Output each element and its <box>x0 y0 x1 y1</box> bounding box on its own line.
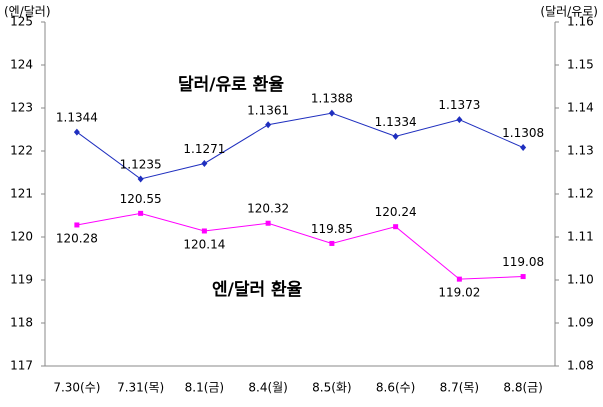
data-label: 120.28 <box>56 231 98 245</box>
marker <box>392 132 399 140</box>
x-tick-label: 8.8(금) <box>503 381 543 395</box>
data-label: 120.24 <box>375 205 417 219</box>
y2-axis-label: (달러/유로) <box>540 5 598 19</box>
marker <box>265 220 271 226</box>
y-axis-label: (엔/달러) <box>4 5 51 19</box>
x-tick-label: 7.31(목) <box>117 381 164 395</box>
data-label: 1.1373 <box>438 98 480 112</box>
y-tick-label: 124 <box>10 58 33 72</box>
marker <box>456 276 462 282</box>
y2-tick-label: 1.08 <box>567 359 594 373</box>
y-tick-label: 125 <box>10 15 33 29</box>
marker <box>201 228 207 234</box>
marker <box>201 159 208 167</box>
data-label: 120.32 <box>247 202 289 216</box>
x-tick-label: 8.7(목) <box>440 381 480 395</box>
data-label: 1.1334 <box>375 115 417 129</box>
y2-tick-label: 1.09 <box>567 316 594 330</box>
x-tick-label: 8.5(화) <box>312 381 352 395</box>
y2-tick-label: 1.16 <box>567 15 594 29</box>
y-tick-label: 122 <box>10 144 33 158</box>
data-label: 1.1388 <box>311 92 353 106</box>
x-tick-label: 8.4(월) <box>248 381 288 395</box>
data-label: 120.55 <box>120 192 162 206</box>
y2-tick-label: 1.10 <box>567 273 594 287</box>
marker <box>328 109 335 117</box>
y-tick-label: 117 <box>10 359 33 373</box>
y2-tick-label: 1.12 <box>567 187 594 201</box>
data-label: 1.1361 <box>247 103 289 117</box>
y2-tick-label: 1.11 <box>567 230 594 244</box>
marker <box>329 240 335 246</box>
y-tick-label: 119 <box>10 273 33 287</box>
y2-tick-label: 1.14 <box>567 101 594 115</box>
data-label: 119.08 <box>502 255 544 269</box>
marker <box>74 222 80 228</box>
marker <box>520 144 527 152</box>
y-tick-label: 118 <box>10 316 33 330</box>
marker <box>265 121 272 129</box>
y-tick-label: 123 <box>10 101 33 115</box>
data-label: 119.02 <box>438 286 480 300</box>
series-line <box>76 212 524 280</box>
data-label: 1.1308 <box>502 126 544 140</box>
marker <box>73 128 80 136</box>
annotation: 엔/달러 환율 <box>212 279 303 300</box>
y2-tick-label: 1.13 <box>567 144 594 158</box>
data-label: 119.85 <box>311 222 353 236</box>
data-label: 1.1344 <box>56 111 98 125</box>
data-label: 120.14 <box>183 237 225 251</box>
marker <box>456 116 463 124</box>
y-tick-label: 120 <box>10 230 33 244</box>
x-tick-label: 7.30(수) <box>53 381 100 395</box>
x-tick-label: 8.6(수) <box>376 381 416 395</box>
marker <box>137 175 144 183</box>
data-label: 1.1235 <box>120 157 162 171</box>
marker <box>393 224 399 230</box>
y2-tick-label: 1.15 <box>567 58 594 72</box>
x-tick-label: 8.1(금) <box>185 381 225 395</box>
annotation: 달러/유로 환율 <box>178 74 284 95</box>
marker <box>520 274 526 280</box>
marker <box>138 210 144 216</box>
y-tick-label: 121 <box>10 187 33 201</box>
series-line <box>76 112 524 180</box>
data-label: 1.1271 <box>183 142 225 156</box>
